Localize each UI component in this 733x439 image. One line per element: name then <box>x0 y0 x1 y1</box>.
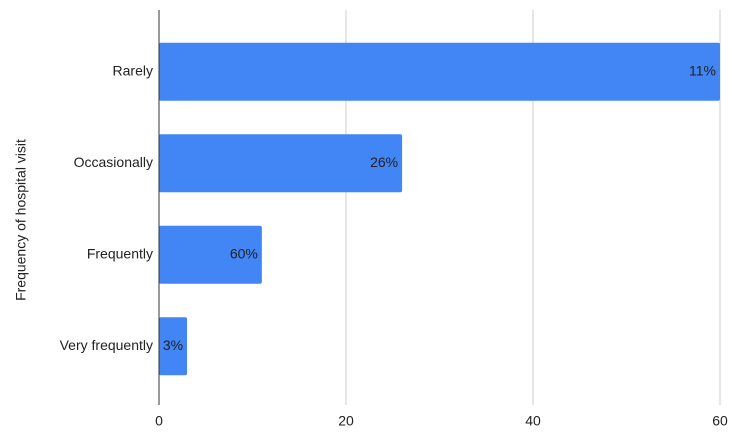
bar-annotation: 60% <box>230 245 258 261</box>
x-tick-label: 0 <box>155 413 163 429</box>
bar <box>159 42 720 101</box>
bar-annotation: 26% <box>370 154 398 170</box>
bar-annotation: 11% <box>689 62 716 78</box>
bar <box>159 134 403 193</box>
y-tick-label: Rarely <box>113 62 153 78</box>
x-tick-label: 40 <box>525 413 541 429</box>
bar <box>159 317 188 376</box>
y-tick-label: Occasionally <box>74 154 153 170</box>
bar <box>159 225 262 284</box>
y-axis-title: Frequency of hospital visit <box>13 139 29 301</box>
x-tick-label: 20 <box>338 413 354 429</box>
y-tick-label: Frequently <box>87 245 153 261</box>
bar-annotation: 3% <box>163 337 183 353</box>
x-tick-label: 60 <box>712 413 728 429</box>
y-tick-label: Very frequently <box>60 337 153 353</box>
